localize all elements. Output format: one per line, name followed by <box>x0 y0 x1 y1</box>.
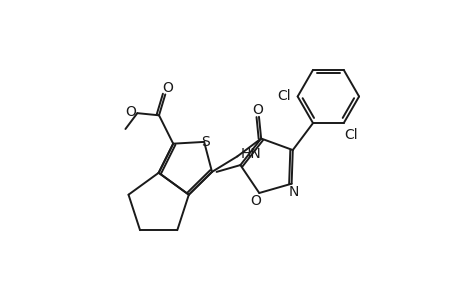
Text: O: O <box>252 103 263 117</box>
Text: S: S <box>200 135 209 149</box>
Text: HN: HN <box>240 147 261 161</box>
Text: O: O <box>249 194 260 208</box>
Text: Cl: Cl <box>343 128 357 142</box>
Text: O: O <box>162 80 172 94</box>
Text: O: O <box>125 105 135 119</box>
Text: N: N <box>288 184 298 199</box>
Text: Cl: Cl <box>276 89 290 103</box>
